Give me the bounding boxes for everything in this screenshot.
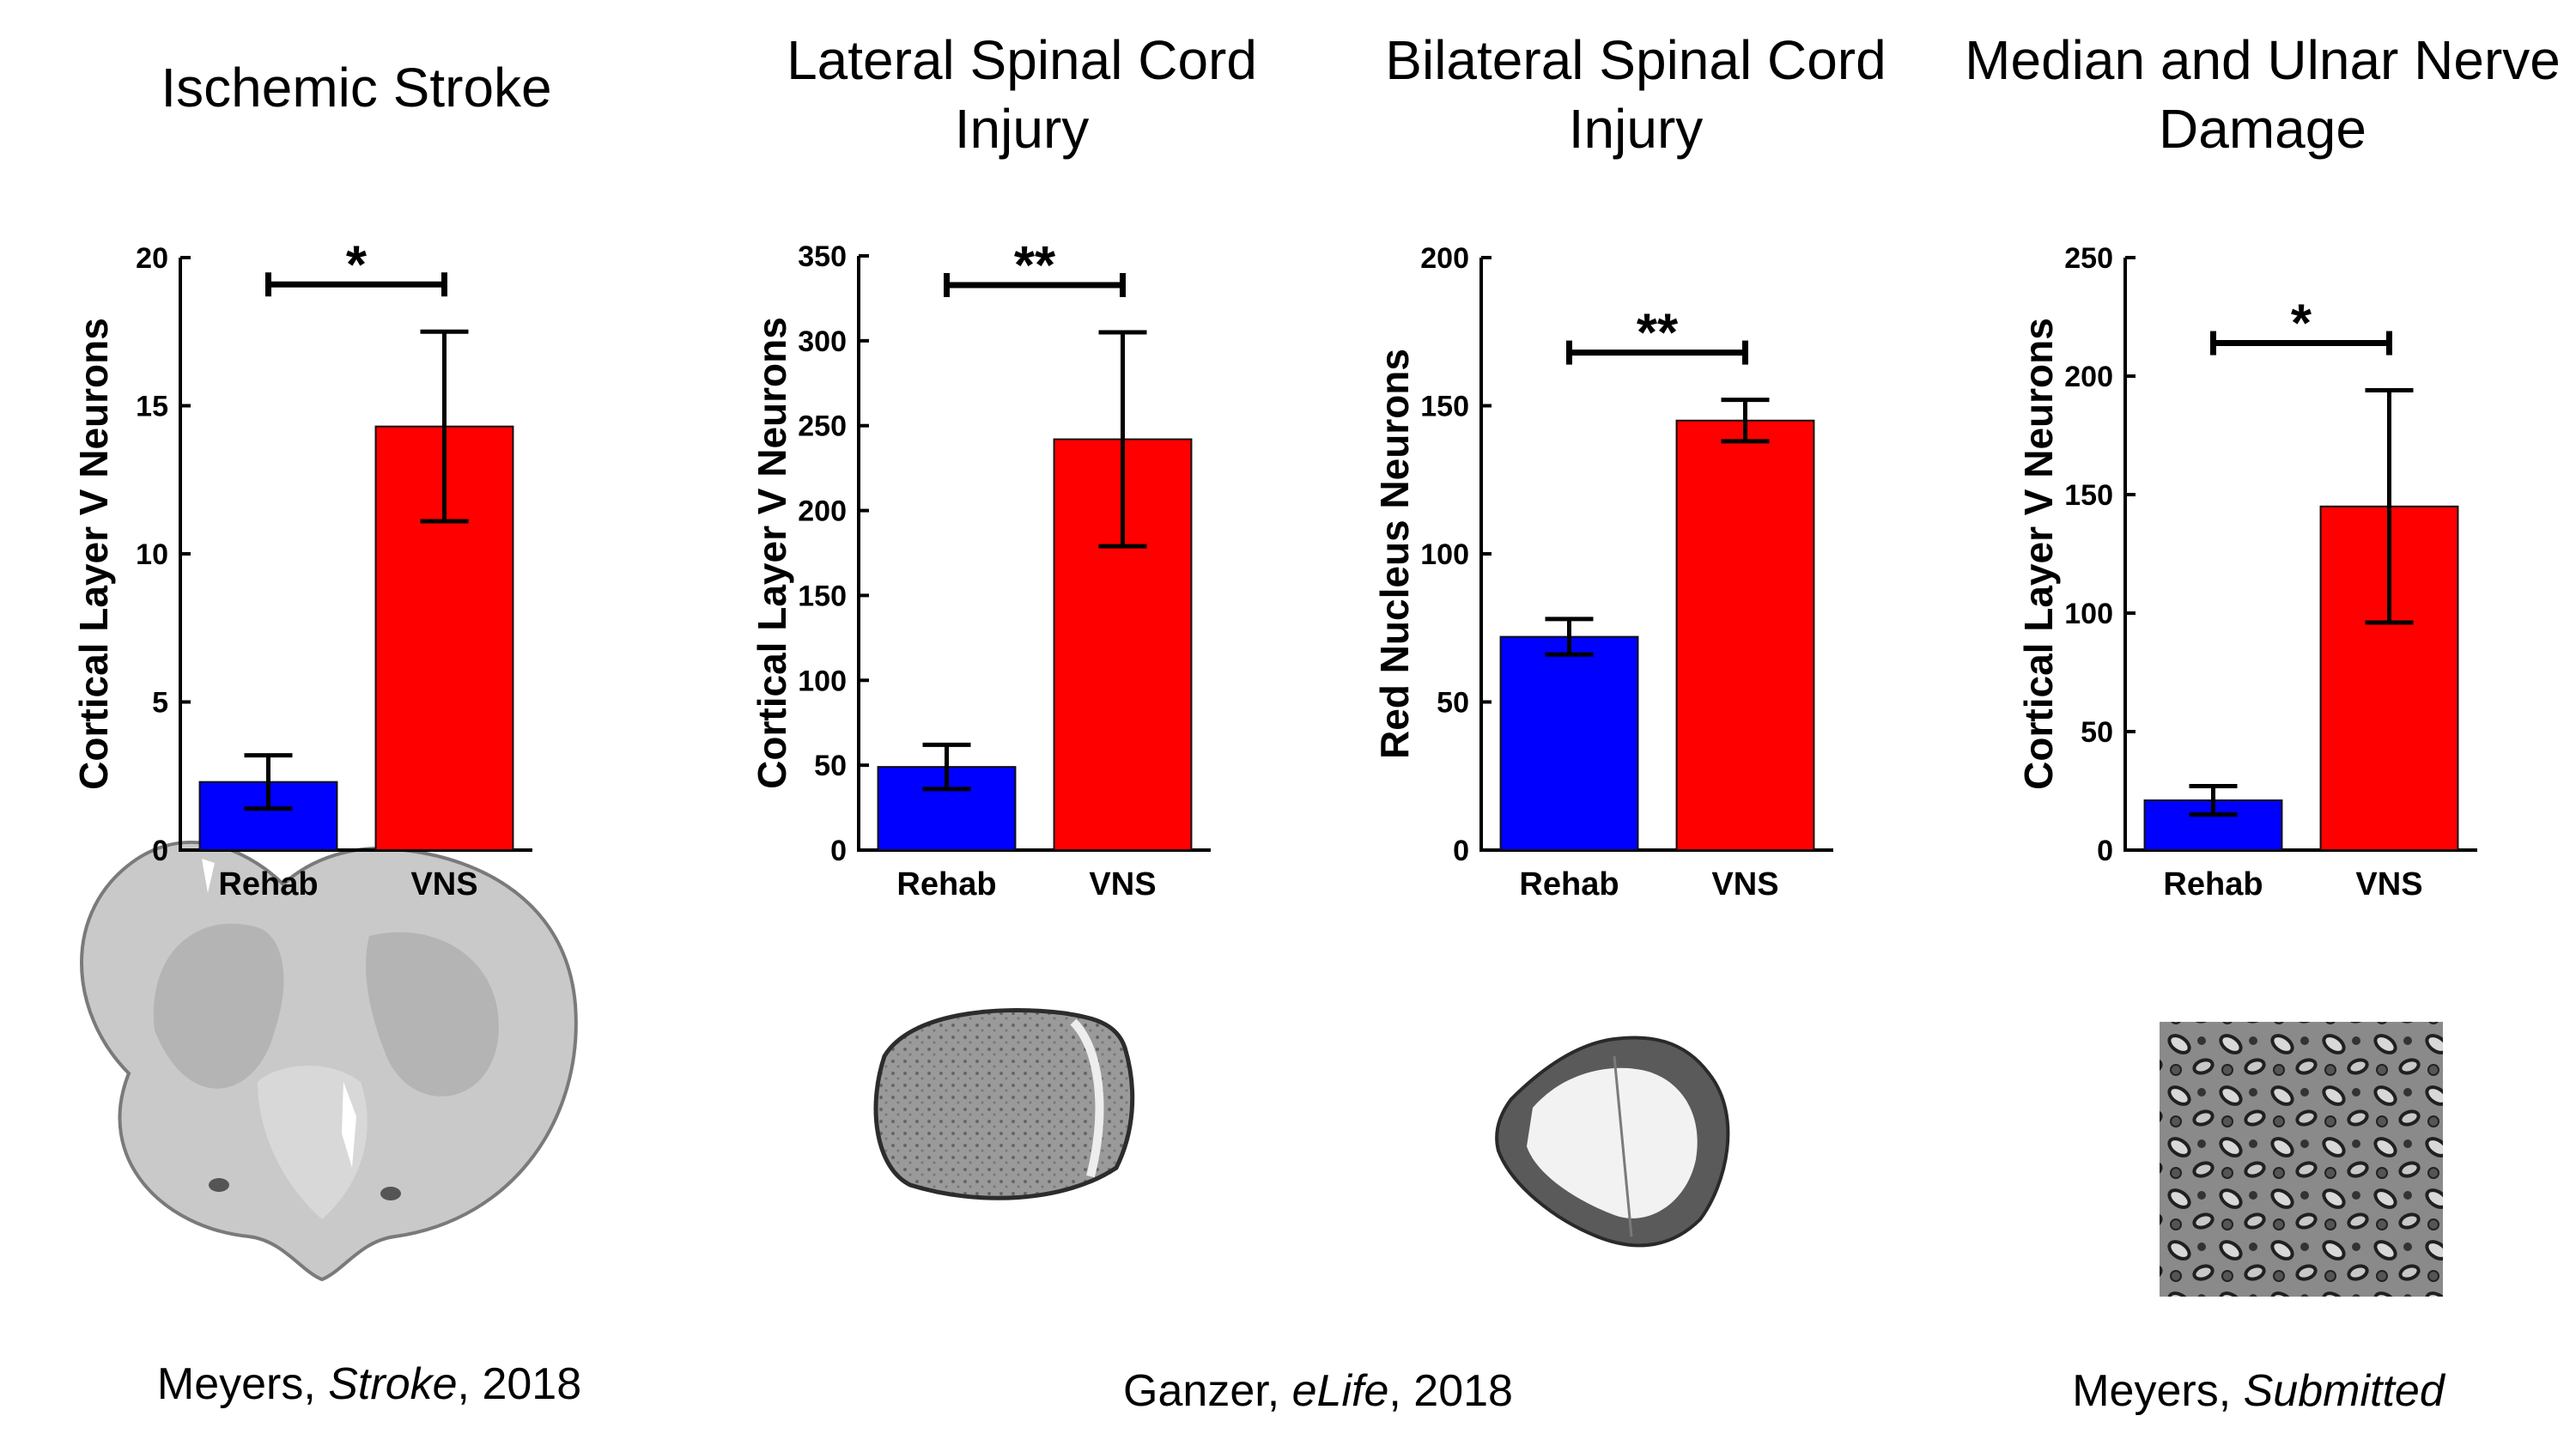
chart2-ytick-label-7: 350 xyxy=(798,240,847,273)
chart1-y-axis-label: Cortical Layer V Neurons xyxy=(71,318,116,790)
chart2-ytick-label-3: 150 xyxy=(798,580,847,612)
chart3-significance-marker: ** xyxy=(1637,304,1679,363)
chart4-significance-marker: * xyxy=(2291,295,2312,354)
chart2-category-label-vns: VNS xyxy=(1089,866,1156,902)
chart1-significance-marker: * xyxy=(346,235,368,295)
chart3-ytick-label-1: 50 xyxy=(1437,687,1469,720)
chart4-ytick-label-4: 200 xyxy=(2064,361,2113,393)
chart4-y-axis-label: Cortical Layer V Neurons xyxy=(2016,318,2061,790)
panel-title-1: Ischemic Stroke xyxy=(161,57,552,118)
chart3-category-label-vns: VNS xyxy=(1711,866,1778,902)
chart4-category-label-rehab: Rehab xyxy=(2163,866,2263,902)
chart2-ytick-label-4: 200 xyxy=(798,495,847,528)
chart2-ytick-label-0: 0 xyxy=(830,835,847,867)
chart1-category-label-vns: VNS xyxy=(410,866,477,902)
chart3-ytick-label-2: 100 xyxy=(1420,538,1469,571)
citation-ganzer-elife: Ganzer, eLife, 2018 xyxy=(1123,1366,1513,1416)
chart1-category-label-rehab: Rehab xyxy=(218,866,318,902)
chart2-category-label-rehab: Rehab xyxy=(896,866,996,902)
chart3-bar-rehab xyxy=(1499,635,1639,851)
chart4-ytick-label-2: 100 xyxy=(2064,598,2113,630)
chart1-ytick-label-4: 20 xyxy=(136,242,168,275)
chart4-category-label-vns: VNS xyxy=(2355,866,2422,902)
chart2-ytick-label-2: 100 xyxy=(798,665,847,697)
chart2-ytick-label-1: 50 xyxy=(814,750,847,782)
chart3-ytick-label-4: 200 xyxy=(1420,242,1469,275)
chart2-ytick-label-5: 250 xyxy=(798,410,847,443)
chart3-ytick-label-3: 150 xyxy=(1420,391,1469,423)
chart1-ytick-label-1: 5 xyxy=(152,687,168,720)
chart4-ytick-label-1: 50 xyxy=(2081,716,2113,749)
chart4-ytick-label-3: 150 xyxy=(2064,479,2113,512)
chart2-ytick-label-6: 300 xyxy=(798,325,847,358)
citation-meyers-stroke: Meyers, Stroke, 2018 xyxy=(156,1359,582,1409)
chart1-ytick-label-0: 0 xyxy=(152,835,168,867)
chart4-ytick-label-5: 250 xyxy=(2064,242,2113,275)
chart2-y-axis-label: Cortical Layer V Neurons xyxy=(750,317,794,789)
chart1-ytick-label-2: 10 xyxy=(136,538,168,571)
chart4-ytick-label-0: 0 xyxy=(2097,835,2113,867)
chart3-bar-vns xyxy=(1675,419,1815,851)
brain-section-image xyxy=(80,841,578,1282)
lateral-spinal-cord-image xyxy=(873,1008,1135,1200)
panel-title-3: Bilateral Spinal Cord Injury xyxy=(1385,29,1886,160)
panel-title-4: Median and Ulnar Nerve Damage xyxy=(1965,29,2561,160)
chart3-ytick-label-0: 0 xyxy=(1453,835,1469,867)
chart3-y-axis-label: Red Nucleus Neurons xyxy=(1372,349,1417,759)
chart2-significance-marker: ** xyxy=(1014,236,1056,295)
bilateral-spinal-cord-image xyxy=(1495,1036,1730,1248)
chart1-ytick-label-3: 15 xyxy=(136,391,168,423)
chart2-bar-rehab xyxy=(877,766,1017,851)
chart3-category-label-rehab: Rehab xyxy=(1519,866,1619,902)
citation-meyers-submitted: Meyers, Submitted xyxy=(2072,1366,2445,1416)
panel-title-2: Lateral Spinal Cord Injury xyxy=(787,29,1257,160)
nerve-micrograph-image xyxy=(2160,1022,2443,1297)
